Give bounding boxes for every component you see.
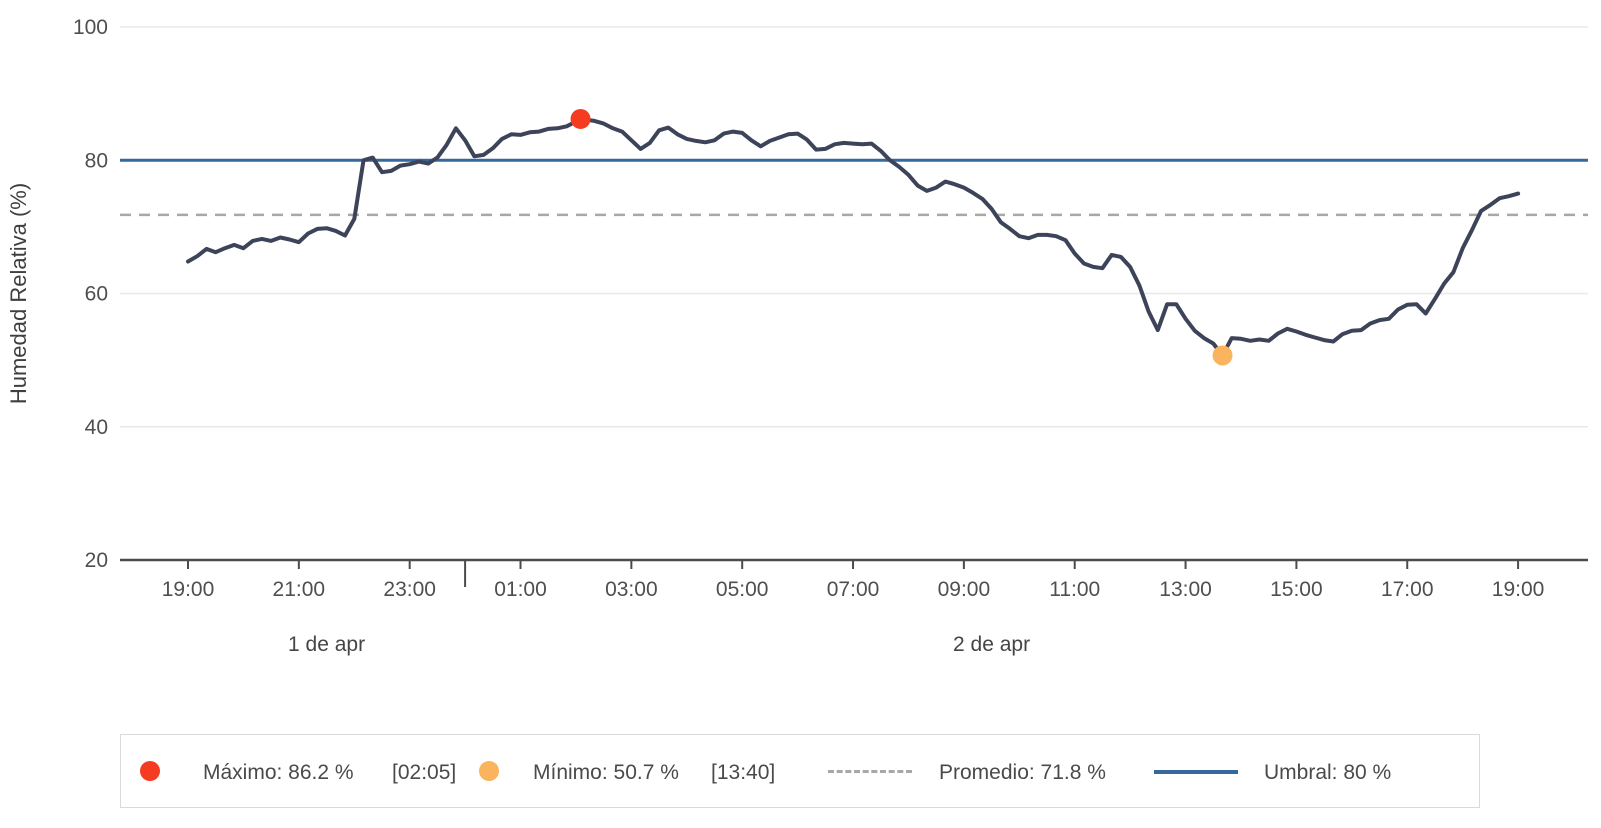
y-tick-label-60: 60 <box>85 283 108 306</box>
x-tick-label-19:00: 19:00 <box>162 578 215 601</box>
legend-min-label: Mínimo: 50.7 % <box>533 761 679 784</box>
legend-threshold-label: Umbral: 80 % <box>1264 761 1392 784</box>
x-tick-label-09:00: 09:00 <box>938 578 991 601</box>
y-tick-label-40: 40 <box>85 416 108 439</box>
x-tick-label-21:00: 21:00 <box>273 578 326 601</box>
y-tick-label-100: 100 <box>73 16 108 39</box>
max-marker <box>570 108 591 129</box>
legend-avg-label: Promedio: 71.8 % <box>939 761 1106 784</box>
x-tick-label-13:00: 13:00 <box>1159 578 1212 601</box>
max-dot-icon <box>140 761 160 781</box>
series-line <box>186 117 1521 358</box>
legend: Máximo: 86.2 % [02:05] Mínimo: 50.7 % [1… <box>120 734 1480 808</box>
x-tick-label-19:00: 19:00 <box>1492 578 1545 601</box>
x-tick-label-01:00: 01:00 <box>494 578 547 601</box>
average-line-icon <box>828 770 912 773</box>
y-axis-title: Humedad Relativa (%) <box>6 183 31 404</box>
min-marker <box>1212 345 1233 366</box>
humidity-chart: 19:00 21:00 23:00 01:00 03:00 05:00 07:00 09:00… <box>6 16 1588 656</box>
threshold-line-icon <box>1154 770 1238 774</box>
x-tick-label-07:00: 07:00 <box>827 578 880 601</box>
legend-max-label: Máximo: 86.2 % <box>203 761 354 784</box>
x-tick-label-03:00: 03:00 <box>605 578 658 601</box>
date-label-1: 1 de apr <box>288 633 365 656</box>
y-tick-label-20: 20 <box>85 549 108 572</box>
legend-min-time: [13:40] <box>711 761 776 784</box>
date-label-2: 2 de apr <box>953 633 1030 656</box>
legend-max-time: [02:05] <box>392 761 457 784</box>
min-dot-icon <box>479 761 499 781</box>
y-tick-label-80: 80 <box>85 149 108 172</box>
x-tick-label-11:00: 11:00 <box>1049 578 1100 601</box>
x-tick-label-23:00: 23:00 <box>383 578 436 601</box>
x-tick-label-17:00: 17:00 <box>1381 578 1434 601</box>
x-tick-label-05:00: 05:00 <box>716 578 769 601</box>
x-tick-label-15:00: 15:00 <box>1270 578 1323 601</box>
